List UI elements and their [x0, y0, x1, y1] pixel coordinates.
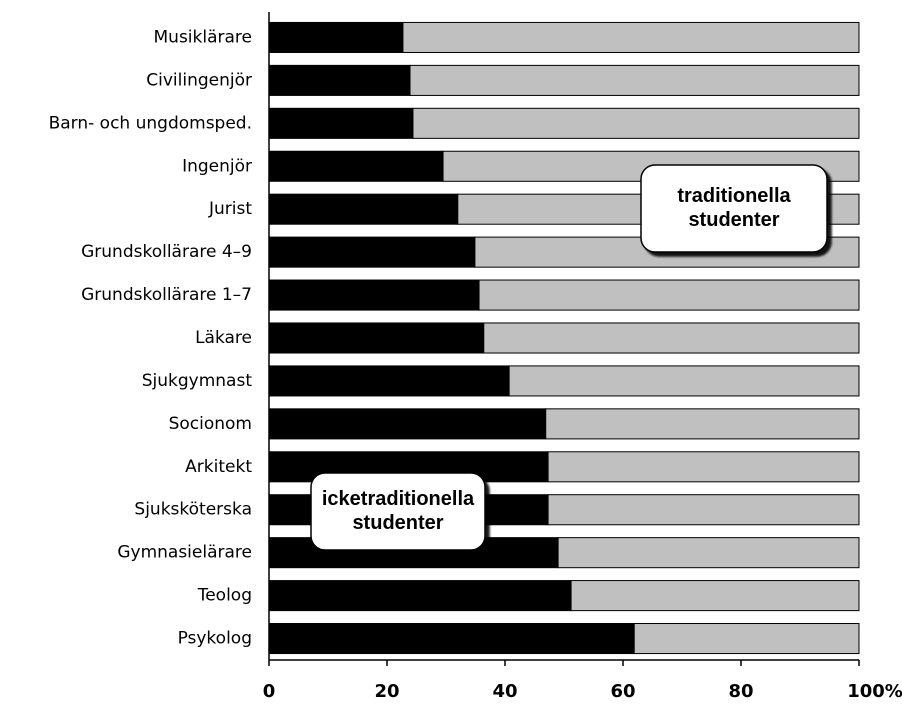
x-tick-label: 0 [263, 681, 276, 702]
category-label: Sjuksköterska [134, 500, 252, 520]
bar-segment [268, 408, 547, 440]
category-label: Teolog [197, 586, 252, 606]
bar-segment [268, 580, 572, 612]
callout-box [310, 472, 486, 551]
bar-segment [268, 107, 414, 139]
bar-segment [409, 64, 860, 96]
x-tick-label: 60 [610, 681, 635, 702]
bar-segment [557, 537, 860, 569]
bar-segment [412, 107, 860, 139]
category-label: Läkare [195, 328, 252, 348]
category-label: Jurist [208, 199, 252, 219]
callout-text: icketraditionella [322, 488, 475, 510]
category-label: Civilingenjör [146, 70, 252, 90]
callout-text: traditionella [677, 185, 791, 207]
bar-segment [268, 365, 510, 397]
bar-segment [478, 279, 860, 311]
bar-segment [268, 322, 485, 354]
bar-segment [547, 494, 860, 526]
bar-segment [268, 279, 480, 311]
category-label: Arkitekt [185, 457, 252, 477]
callout-text: studenter [352, 512, 443, 534]
bar-segment [402, 21, 860, 53]
bar-segment [268, 236, 476, 268]
category-label: Musiklärare [154, 27, 253, 47]
category-label: Grundskollärare 1–7 [81, 285, 252, 305]
bar-segment [570, 580, 860, 612]
bar-segment [633, 623, 860, 655]
category-label: Grundskollärare 4–9 [81, 242, 252, 262]
x-tick-label: 100% [847, 681, 902, 702]
bar-segment [547, 451, 860, 483]
bar-segment [545, 408, 860, 440]
bar-segment [483, 322, 860, 354]
bar-segment [268, 150, 444, 182]
bar-segment [268, 193, 459, 225]
bar-segment [268, 623, 635, 655]
bar-segment [268, 64, 411, 96]
x-tick-label: 80 [728, 681, 753, 702]
x-tick-label: 40 [492, 681, 517, 702]
category-label: Ingenjör [182, 156, 252, 176]
category-label: Gymnasielärare [117, 543, 252, 563]
category-label: Sjukgymnast [142, 371, 253, 391]
bar-segment [268, 21, 404, 53]
category-label: Barn- och ungdomsped. [49, 113, 252, 133]
x-tick-label: 20 [374, 681, 399, 702]
callout-text: studenter [688, 209, 779, 231]
callout-box [640, 164, 828, 253]
category-label: Psykolog [178, 629, 252, 649]
category-label: Socionom [169, 414, 252, 434]
bar-segment [508, 365, 860, 397]
